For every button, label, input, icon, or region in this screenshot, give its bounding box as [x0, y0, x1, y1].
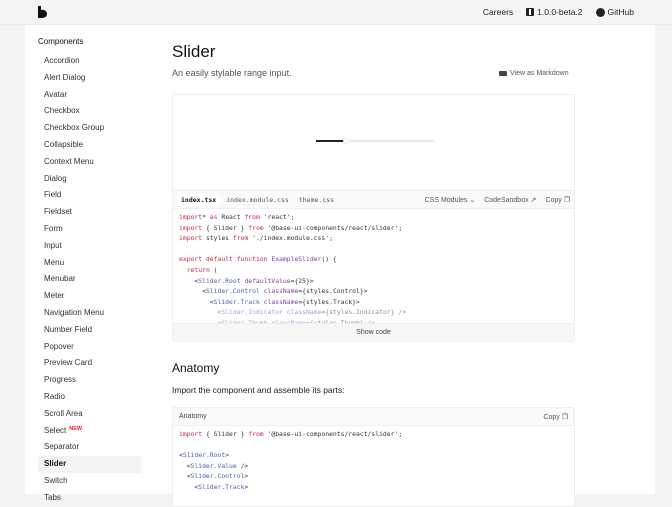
code-line: <Slider.Thumb className={styles.Thumb} /…: [179, 318, 376, 323]
copy-icon: ❐: [561, 413, 568, 421]
github-label: GitHub: [607, 7, 634, 17]
anatomy-box: Anatomy Copy ❐ import { Slider } from '@…: [172, 407, 575, 507]
sidebar-item-meter[interactable]: Meter: [44, 291, 65, 301]
code-line: <Slider.Root>: [179, 451, 230, 460]
code-line: [179, 244, 568, 255]
code-line: import { Slider } from '@base-ui-compone…: [179, 430, 403, 438]
code-line: import styles from './index.module.css';: [179, 234, 333, 243]
sidebar-item-context-menu[interactable]: Context Menu: [44, 156, 94, 166]
sidebar-item-progress[interactable]: Progress: [44, 375, 77, 385]
sidebar-item-radio[interactable]: Radio: [44, 391, 65, 401]
copy-button[interactable]: Copy ❐: [545, 196, 570, 204]
code-line: import { Slider } from '@base-ui-compone…: [179, 223, 403, 232]
anatomy-label: Anatomy: [179, 413, 207, 420]
code-line: <Slider.Control className={styles.Contro…: [179, 287, 368, 296]
sidebar-item-dialog[interactable]: Dialog: [44, 173, 67, 183]
sidebar-item-slider[interactable]: Slider: [38, 456, 141, 473]
page-title: Slider: [172, 42, 216, 61]
sidebar-item-navigation-menu[interactable]: Navigation Menu: [44, 307, 105, 317]
top-header: Careers 1.0.0-beta.2 GitHub: [0, 0, 672, 25]
sidebar-item-accordion[interactable]: Accordion: [44, 56, 80, 65]
sidebar-item-popover[interactable]: Popover: [44, 341, 74, 351]
code-tabs: index.tsx index.module.css theme.css CSS M…: [173, 191, 574, 209]
github-icon: [595, 7, 605, 17]
anatomy-text: Import the component and assemble its pa…: [172, 385, 345, 395]
anatomy-copy-button[interactable]: Copy ❐: [543, 413, 568, 421]
anatomy-heading: Anatomy: [172, 361, 220, 375]
sidebar-item-checkbox-group[interactable]: Checkbox Group: [44, 123, 105, 133]
code-line: <Slider.Root defaultValue={25}>: [179, 276, 314, 285]
code-block: import* as React from 'react'; import { S…: [173, 209, 574, 323]
base-ui-logo[interactable]: [37, 6, 47, 18]
sidebar-item-form[interactable]: Form: [44, 223, 63, 233]
tab-theme-css[interactable]: theme.css: [298, 195, 335, 204]
sidebar-item-switch[interactable]: Switch: [44, 475, 68, 485]
version-label: 1.0.0-beta.2: [537, 7, 583, 17]
css-modules-select[interactable]: CSS Modules ⌄: [424, 196, 476, 204]
markdown-label: View as Markdown: [510, 70, 569, 77]
slider-thumb[interactable]: [342, 138, 349, 144]
sidebar-heading: Components: [38, 37, 84, 46]
sidebar-item-separator[interactable]: Separator: [44, 442, 80, 452]
code-line: <Slider.Value />: [179, 461, 249, 470]
sidebar-item-select[interactable]: Select NEW: [44, 425, 83, 435]
sidebar-item-menubar[interactable]: Menubar: [44, 274, 76, 284]
sidebar-item-avatar[interactable]: Avatar: [44, 89, 67, 99]
demo-box: index.tsx index.module.css theme.css CSS M…: [172, 94, 575, 342]
code-line: <Slider.Track>: [179, 482, 249, 491]
sidebar-item-collapsible[interactable]: Collapsible: [44, 139, 84, 149]
codesandbox-button[interactable]: CodeSandbox ↗: [484, 196, 537, 204]
code-line: export default function ExampleSlider() …: [179, 255, 337, 264]
version-link[interactable]: 1.0.0-beta.2: [526, 7, 583, 17]
sidebar-item-preview-card[interactable]: Preview Card: [44, 358, 93, 368]
new-badge: NEW: [69, 425, 83, 432]
careers-link[interactable]: Careers: [482, 7, 514, 17]
slider-indicator: [316, 140, 346, 142]
npm-icon: [526, 8, 535, 16]
code-line: <Slider.Track className={styles.Track}>: [179, 297, 360, 306]
anatomy-code-block: import { Slider } from '@base-ui-compone…: [173, 426, 574, 496]
sidebar-item-fieldset[interactable]: Fieldset: [44, 207, 73, 217]
code-line: <Slider.Indicator className={styles.Indi…: [179, 308, 407, 317]
sidebar-item-tabs[interactable]: Tabs: [44, 492, 61, 502]
sidebar-item-input[interactable]: Input: [44, 240, 62, 250]
github-link[interactable]: GitHub: [595, 7, 634, 17]
sidebar-item-number-field[interactable]: Number Field: [44, 324, 93, 334]
tab-index-tsx[interactable]: index.tsx: [177, 193, 221, 206]
external-link-icon: ↗: [530, 196, 537, 204]
code-line: import* as React from 'react';: [179, 213, 295, 221]
copy-icon: ❐: [563, 196, 570, 204]
sidebar: Components Accordion Alert Dialog Avatar Ch…: [38, 37, 141, 507]
sidebar-item-checkbox[interactable]: Checkbox: [44, 106, 80, 116]
sidebar-item-scroll-area[interactable]: Scroll Area: [44, 408, 83, 418]
sidebar-item-menu[interactable]: Menu: [44, 257, 65, 267]
tab-index-module-css[interactable]: index.module.css: [226, 195, 289, 204]
page-subtitle: An easily stylable range input.: [172, 68, 292, 78]
sidebar-item-field[interactable]: Field: [44, 190, 62, 200]
sidebar-item-alert-dialog[interactable]: Alert Dialog: [44, 72, 86, 82]
view-as-markdown-button[interactable]: View as Markdown: [499, 70, 569, 77]
demo-area: [173, 95, 574, 191]
code-line: return (: [186, 265, 218, 274]
slider-track[interactable]: [316, 138, 434, 144]
markdown-icon: [499, 71, 507, 76]
show-code-button[interactable]: Show code: [173, 323, 574, 341]
code-line: [179, 440, 568, 451]
code-line: <Slider.Control>: [179, 472, 249, 481]
